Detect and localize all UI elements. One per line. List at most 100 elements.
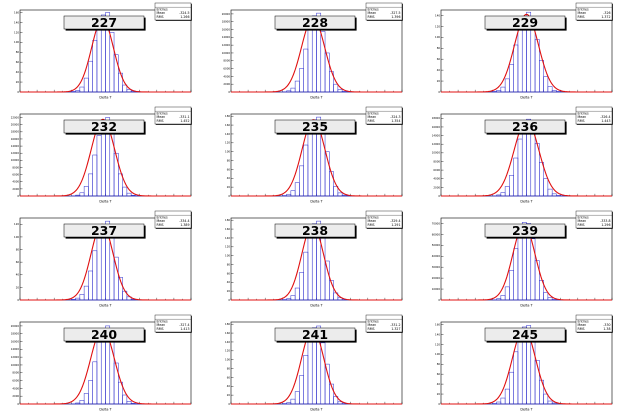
stats-label: Mean bbox=[157, 323, 166, 327]
stats-label: RMS bbox=[368, 119, 375, 123]
y-tick-label: 12000 bbox=[11, 151, 20, 155]
y-tick-label: 160 bbox=[225, 123, 230, 127]
histogram-bin bbox=[303, 354, 309, 405]
y-tick-label: 100 bbox=[225, 358, 230, 362]
y-tick-label: 140 bbox=[225, 340, 230, 344]
histogram-bin bbox=[92, 361, 98, 405]
histogram-bin bbox=[307, 29, 313, 93]
histogram-bin bbox=[83, 77, 89, 93]
chart-title: 229 bbox=[512, 15, 538, 30]
stats-label: Entries bbox=[157, 216, 168, 220]
histogram-bin bbox=[92, 40, 98, 93]
histogram-bin bbox=[290, 295, 296, 301]
y-tick-label: 40 bbox=[437, 68, 441, 72]
histogram-panel-239: 0 10000 20000 30000 40000 50000 60000 70000 Entr… bbox=[432, 210, 613, 308]
histogram-bin bbox=[294, 182, 300, 197]
title-box bbox=[63, 119, 145, 134]
y-tick-label: 16000 bbox=[432, 125, 441, 129]
histogram-bin bbox=[517, 26, 523, 93]
y-tick-label: 140 bbox=[225, 132, 230, 136]
histogram-bin bbox=[294, 391, 300, 405]
histogram-bin bbox=[521, 124, 527, 197]
histogram-bin bbox=[513, 157, 519, 197]
histogram-bin bbox=[303, 251, 309, 301]
y-tick-label: 60 bbox=[16, 60, 20, 64]
stats-label: Mean bbox=[368, 219, 377, 223]
y-tick-label: 120 bbox=[225, 245, 230, 249]
histogram-bin bbox=[509, 270, 514, 301]
stats-label: Mean bbox=[368, 115, 377, 119]
stats-label: Entries bbox=[368, 320, 379, 324]
y-tick-label: 0 bbox=[17, 194, 19, 198]
y-tick-label: 14000 bbox=[11, 144, 20, 148]
histogram-bin bbox=[96, 135, 102, 197]
stats-value: -333.8 bbox=[600, 219, 610, 223]
title-box bbox=[63, 327, 145, 342]
title-box bbox=[274, 119, 356, 134]
y-tick-label: 40 bbox=[16, 70, 20, 74]
y-tick-label: 10000 bbox=[11, 158, 20, 162]
histogram-bin bbox=[500, 86, 506, 93]
x-axis-label: Delta T bbox=[310, 96, 323, 100]
stats-value: 1.266 bbox=[180, 15, 189, 19]
histogram-bin bbox=[299, 272, 304, 301]
y-tick-label: 4000 bbox=[433, 177, 440, 181]
x-axis-label: Delta T bbox=[520, 200, 533, 204]
stats-label: RMS bbox=[578, 327, 585, 331]
y-tick-label: 2000 bbox=[433, 185, 440, 189]
x-axis-label: Delta T bbox=[99, 304, 112, 308]
stats-label: Entries bbox=[368, 8, 379, 12]
histogram-bin bbox=[299, 375, 304, 405]
y-tick-label: 0 bbox=[438, 298, 440, 302]
histogram-bin bbox=[83, 393, 89, 405]
stats-value: 1.291 bbox=[391, 223, 400, 227]
y-tick-label: 6000 bbox=[12, 378, 19, 382]
stats-label: Mean bbox=[578, 323, 587, 327]
stats-value: -331.1 bbox=[179, 115, 189, 119]
stats-label: Entries bbox=[157, 320, 168, 324]
y-tick-label: 20000 bbox=[432, 276, 441, 280]
histogram-bin bbox=[329, 171, 334, 197]
histogram-bin bbox=[504, 286, 510, 301]
histogram-bin bbox=[83, 285, 89, 301]
gaussian-fit-line bbox=[441, 13, 612, 93]
y-tick-label: 20000 bbox=[222, 12, 231, 16]
histogram-bin bbox=[551, 193, 557, 197]
y-tick-label: 80 bbox=[227, 158, 231, 162]
y-tick-label: 80 bbox=[227, 262, 231, 266]
y-tick-label: 8000 bbox=[223, 59, 230, 63]
y-tick-label: 18000 bbox=[432, 116, 441, 120]
histogram-bin bbox=[547, 188, 553, 197]
histogram-bin bbox=[509, 175, 514, 197]
y-tick-label: 140 bbox=[225, 236, 230, 240]
stats-value: -327.5 bbox=[390, 11, 400, 15]
histogram-bin bbox=[543, 178, 549, 197]
stats-label: Entries bbox=[368, 216, 379, 220]
y-tick-label: 60 bbox=[227, 167, 231, 171]
y-tick-label: 40 bbox=[16, 273, 20, 277]
stats-value: -326 bbox=[603, 11, 610, 15]
y-tick-label: 180 bbox=[225, 218, 230, 222]
y-tick-label: 80 bbox=[227, 366, 231, 370]
stats-label: RMS bbox=[578, 223, 585, 227]
y-tick-label: 20 bbox=[437, 79, 441, 83]
y-tick-label: 0 bbox=[438, 402, 440, 406]
y-tick-label: 100 bbox=[225, 150, 230, 154]
y-tick-label: 60 bbox=[16, 260, 20, 264]
y-tick-label: 10000 bbox=[432, 151, 441, 155]
histogram-bin bbox=[88, 173, 93, 197]
y-tick-label: 120 bbox=[225, 349, 230, 353]
x-axis-label: Delta T bbox=[520, 304, 533, 308]
x-axis-label: Delta T bbox=[310, 408, 323, 412]
y-tick-label: 14000 bbox=[11, 347, 20, 351]
histogram-bin bbox=[513, 44, 519, 93]
y-tick-label: 20 bbox=[16, 285, 20, 289]
y-tick-label: 60000 bbox=[432, 232, 441, 236]
stats-value: 1.452 bbox=[180, 119, 189, 123]
histogram-bin bbox=[113, 362, 119, 405]
chart-title: 238 bbox=[302, 223, 328, 238]
stats-label: Entries bbox=[578, 112, 589, 116]
